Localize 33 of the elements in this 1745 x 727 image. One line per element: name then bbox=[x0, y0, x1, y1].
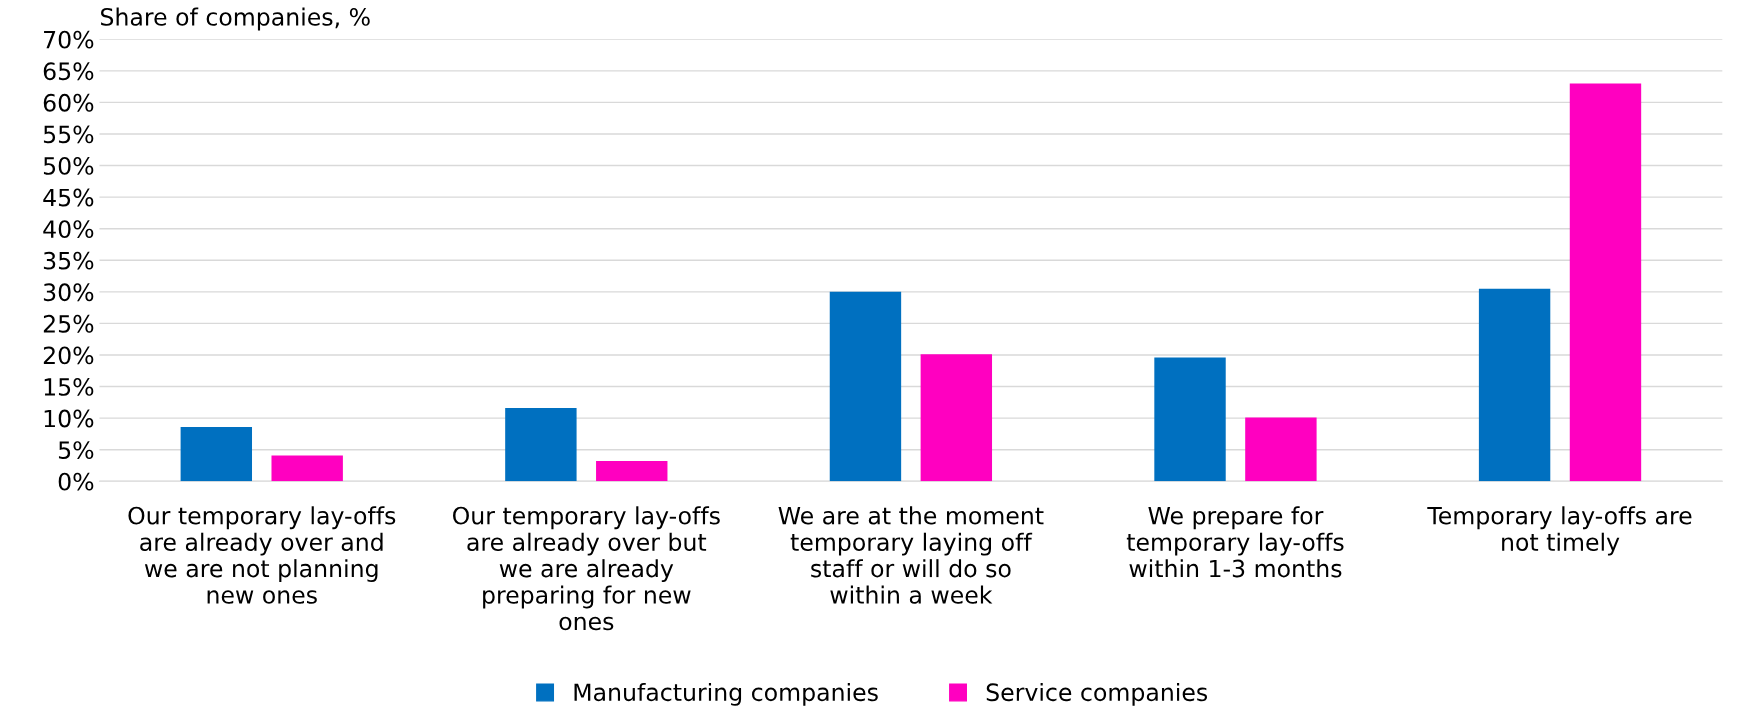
y-tick-label: 70% bbox=[44, 30, 94, 49]
x-tick-label: Temporary lay-offs are not timely bbox=[1427, 506, 1692, 556]
y-tick-label: 45% bbox=[43, 188, 94, 207]
y-tick-label: 10% bbox=[44, 409, 94, 428]
bar bbox=[505, 408, 577, 482]
bar bbox=[920, 354, 993, 482]
bar bbox=[829, 291, 902, 482]
y-tick-label: 55% bbox=[43, 125, 94, 144]
y-axis-title: Share of companies, % bbox=[101, 7, 370, 31]
y-tick-label: 5% bbox=[58, 441, 94, 460]
bar bbox=[1569, 83, 1642, 482]
legend-label: Manufacturing companies bbox=[574, 682, 878, 706]
bar bbox=[596, 461, 668, 482]
y-tick-label: 40% bbox=[43, 220, 94, 238]
x-tick-label: Our temporary lay-offs are already over but we are already preparing for new ones bbox=[453, 506, 720, 631]
y-tick-label: 65% bbox=[43, 62, 94, 81]
bar bbox=[271, 455, 343, 482]
y-tick-label: 50% bbox=[43, 156, 94, 175]
legend-label: Service companies bbox=[986, 682, 1208, 706]
bar bbox=[1154, 357, 1226, 482]
y-tick-label: 60% bbox=[43, 93, 94, 112]
x-tick-label: We are at the moment temporary laying off staff or will do so within a week bbox=[778, 506, 1044, 604]
y-tick-label: 20% bbox=[43, 346, 94, 365]
y-tick-label: 15% bbox=[44, 378, 94, 396]
y-tick-label: 0% bbox=[58, 472, 94, 491]
x-tick-label: We prepare for temporary lay-offs within 1-3 months bbox=[1126, 506, 1344, 578]
y-tick-label: 35% bbox=[43, 251, 94, 270]
y-tick-label: 25% bbox=[43, 314, 94, 333]
y-tick-label: 30% bbox=[43, 283, 94, 302]
bar bbox=[180, 426, 253, 482]
x-tick-label: Our temporary lay-offs are already over and we are not planning new ones bbox=[128, 506, 396, 604]
bar bbox=[1245, 417, 1317, 482]
bar bbox=[1478, 288, 1551, 482]
